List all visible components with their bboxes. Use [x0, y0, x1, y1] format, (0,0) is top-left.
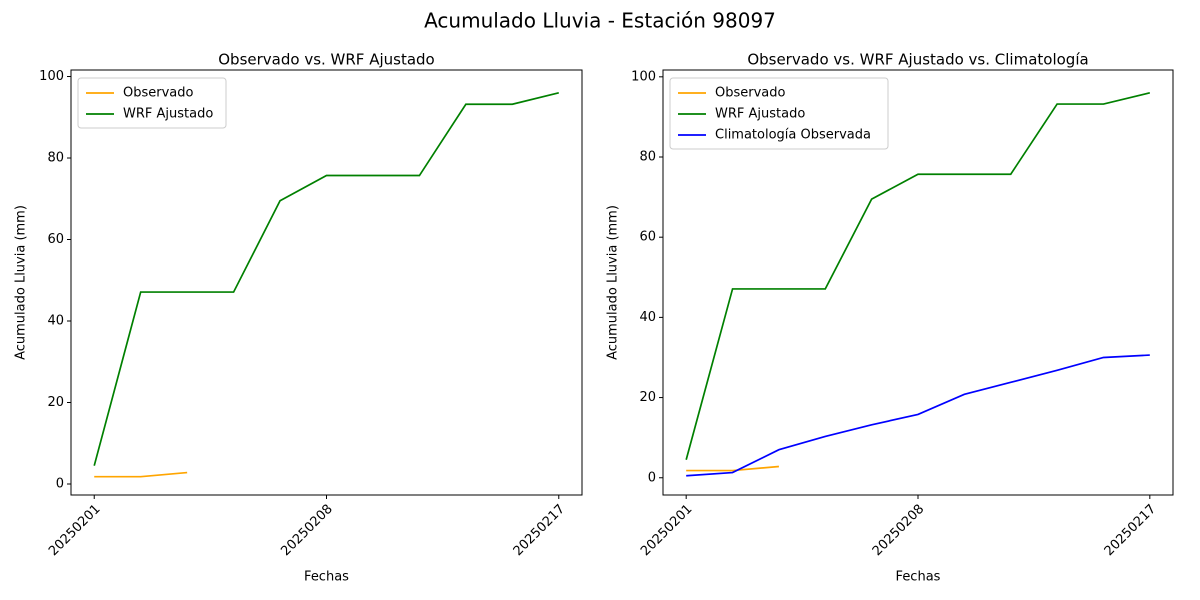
figure-title: Acumulado Lluvia - Estación 98097	[424, 9, 776, 33]
y-tick-label: 40	[639, 310, 656, 325]
axes-frame	[662, 69, 1174, 496]
legend-label: Observado	[715, 86, 786, 101]
series-line	[93, 91, 559, 466]
y-tick-label: 60	[639, 230, 656, 245]
y-tick-label: 100	[39, 69, 64, 84]
axes-title: Observado vs. WRF Ajustado vs. Climatolo…	[747, 51, 1088, 69]
y-axis-label: Acumulado Lluvia (mm)	[14, 205, 29, 360]
x-axis-label: Fechas	[896, 570, 941, 585]
legend-box	[77, 77, 227, 129]
series-line	[94, 471, 188, 478]
axes-frame	[70, 69, 583, 496]
legend-box	[669, 77, 889, 150]
legend-label: WRF Ajustado	[123, 107, 213, 122]
y-tick-label: 80	[47, 151, 64, 166]
axes-title: Observado vs. WRF Ajustado	[218, 51, 434, 69]
y-tick-label: 20	[639, 390, 656, 405]
x-axis-label: Fechas	[304, 570, 349, 585]
legend-label: Observado	[123, 86, 194, 101]
series-line	[686, 354, 1150, 477]
y-tick-label: 80	[639, 150, 656, 165]
legend-label: WRF Ajustado	[715, 107, 805, 122]
series-line	[685, 92, 1151, 460]
y-tick-label: 0	[648, 470, 656, 485]
series-line	[686, 465, 779, 472]
y-tick-label: 60	[47, 232, 64, 247]
y-tick-label: 20	[47, 395, 64, 410]
y-tick-label: 100	[631, 69, 656, 84]
y-axis-label: Acumulado Lluvia (mm)	[606, 205, 621, 360]
y-tick-label: 40	[47, 314, 64, 329]
legend-label: Climatología Observada	[715, 128, 871, 143]
y-tick-label: 0	[56, 476, 64, 491]
